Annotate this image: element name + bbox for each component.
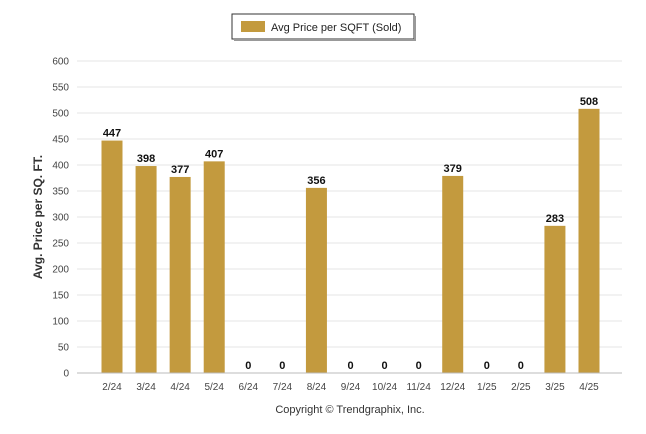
y-tick-label: 50 [58, 343, 70, 354]
data-label-4/24: 377 [171, 164, 189, 176]
bar-12/24 [442, 175, 464, 373]
data-label-11/24: 0 [416, 360, 422, 372]
x-tick-label-9/24: 9/24 [341, 382, 361, 393]
y-tick-label: 250 [52, 239, 69, 250]
x-tick-label-10/24: 10/24 [372, 382, 397, 393]
bar-4/25 [578, 108, 600, 373]
bar-8/24 [305, 187, 327, 373]
bar-4/24 [169, 176, 191, 373]
y-tick-label: 150 [52, 291, 69, 302]
x-tick-label-2/25: 2/25 [511, 382, 531, 393]
y-tick-label: 100 [52, 317, 69, 328]
y-tick-label: 400 [52, 161, 69, 172]
data-label-2/24: 447 [103, 128, 121, 140]
y-tick-label: 350 [52, 187, 69, 198]
data-label-9/24: 0 [347, 360, 353, 372]
x-tick-label-5/24: 5/24 [204, 382, 224, 393]
x-tick-label-8/24: 8/24 [307, 382, 327, 393]
x-tick-label-1/25: 1/25 [477, 382, 497, 393]
x-tick-label-4/24: 4/24 [170, 382, 190, 393]
legend-swatch [241, 21, 265, 32]
legend: Avg Price per SQFT (Sold) [231, 13, 416, 41]
data-label-8/24: 356 [307, 175, 325, 187]
data-label-2/25: 0 [518, 360, 524, 372]
y-tick-labels: 0 50 100 150 200 250 300 350 400 450 500 550 600 [52, 57, 69, 380]
copyright-credit: Copyright © Trendgraphix, Inc. [275, 404, 424, 416]
bar-2/24 [101, 140, 123, 373]
y-tick-label: 500 [52, 109, 69, 120]
legend-box-shadow-bottom [234, 39, 416, 41]
x-tick-label-4/25: 4/25 [579, 382, 599, 393]
gridlines [77, 60, 622, 374]
bar-3/25 [544, 225, 566, 373]
y-tick-label: 200 [52, 265, 69, 276]
y-tick-label: 600 [52, 57, 69, 68]
x-tick-label-2/24: 2/24 [102, 382, 122, 393]
x-tick-label-6/24: 6/24 [239, 382, 259, 393]
data-label-12/24: 379 [444, 163, 462, 175]
y-tick-label: 450 [52, 135, 69, 146]
data-label-3/25: 283 [546, 213, 564, 225]
data-label-5/24: 407 [205, 148, 223, 160]
bar-3/24 [135, 166, 157, 373]
bars [101, 108, 600, 373]
legend-box-shadow [414, 16, 416, 41]
y-axis-label: Avg. Price per SQ. FT. [31, 155, 45, 279]
data-label-1/25: 0 [484, 360, 490, 372]
data-label-3/24: 398 [137, 153, 155, 165]
x-tick-label-7/24: 7/24 [273, 382, 293, 393]
data-label-7/24: 0 [279, 360, 285, 372]
x-tick-label-3/25: 3/25 [545, 382, 565, 393]
x-tick-label-3/24: 3/24 [136, 382, 156, 393]
y-tick-label: 0 [63, 369, 69, 380]
y-tick-label: 300 [52, 213, 69, 224]
data-label-4/25: 508 [580, 96, 598, 108]
x-tick-labels: 2/24 3/24 4/24 5/24 6/24 7/24 8/24 9/24 10/24 11/… [102, 382, 599, 393]
bar-5/24 [203, 161, 225, 373]
x-tick-label-11/24: 11/24 [406, 382, 431, 393]
x-tick-label-12/24: 12/24 [440, 382, 465, 393]
y-tick-label: 550 [52, 83, 69, 94]
data-label-10/24: 0 [382, 360, 388, 372]
legend-label: Avg Price per SQFT (Sold) [271, 22, 401, 34]
data-label-6/24: 0 [245, 360, 251, 372]
data-labels: 447 398 377 407 0 0 356 0 0 0 379 0 0 283 508 [103, 96, 598, 372]
